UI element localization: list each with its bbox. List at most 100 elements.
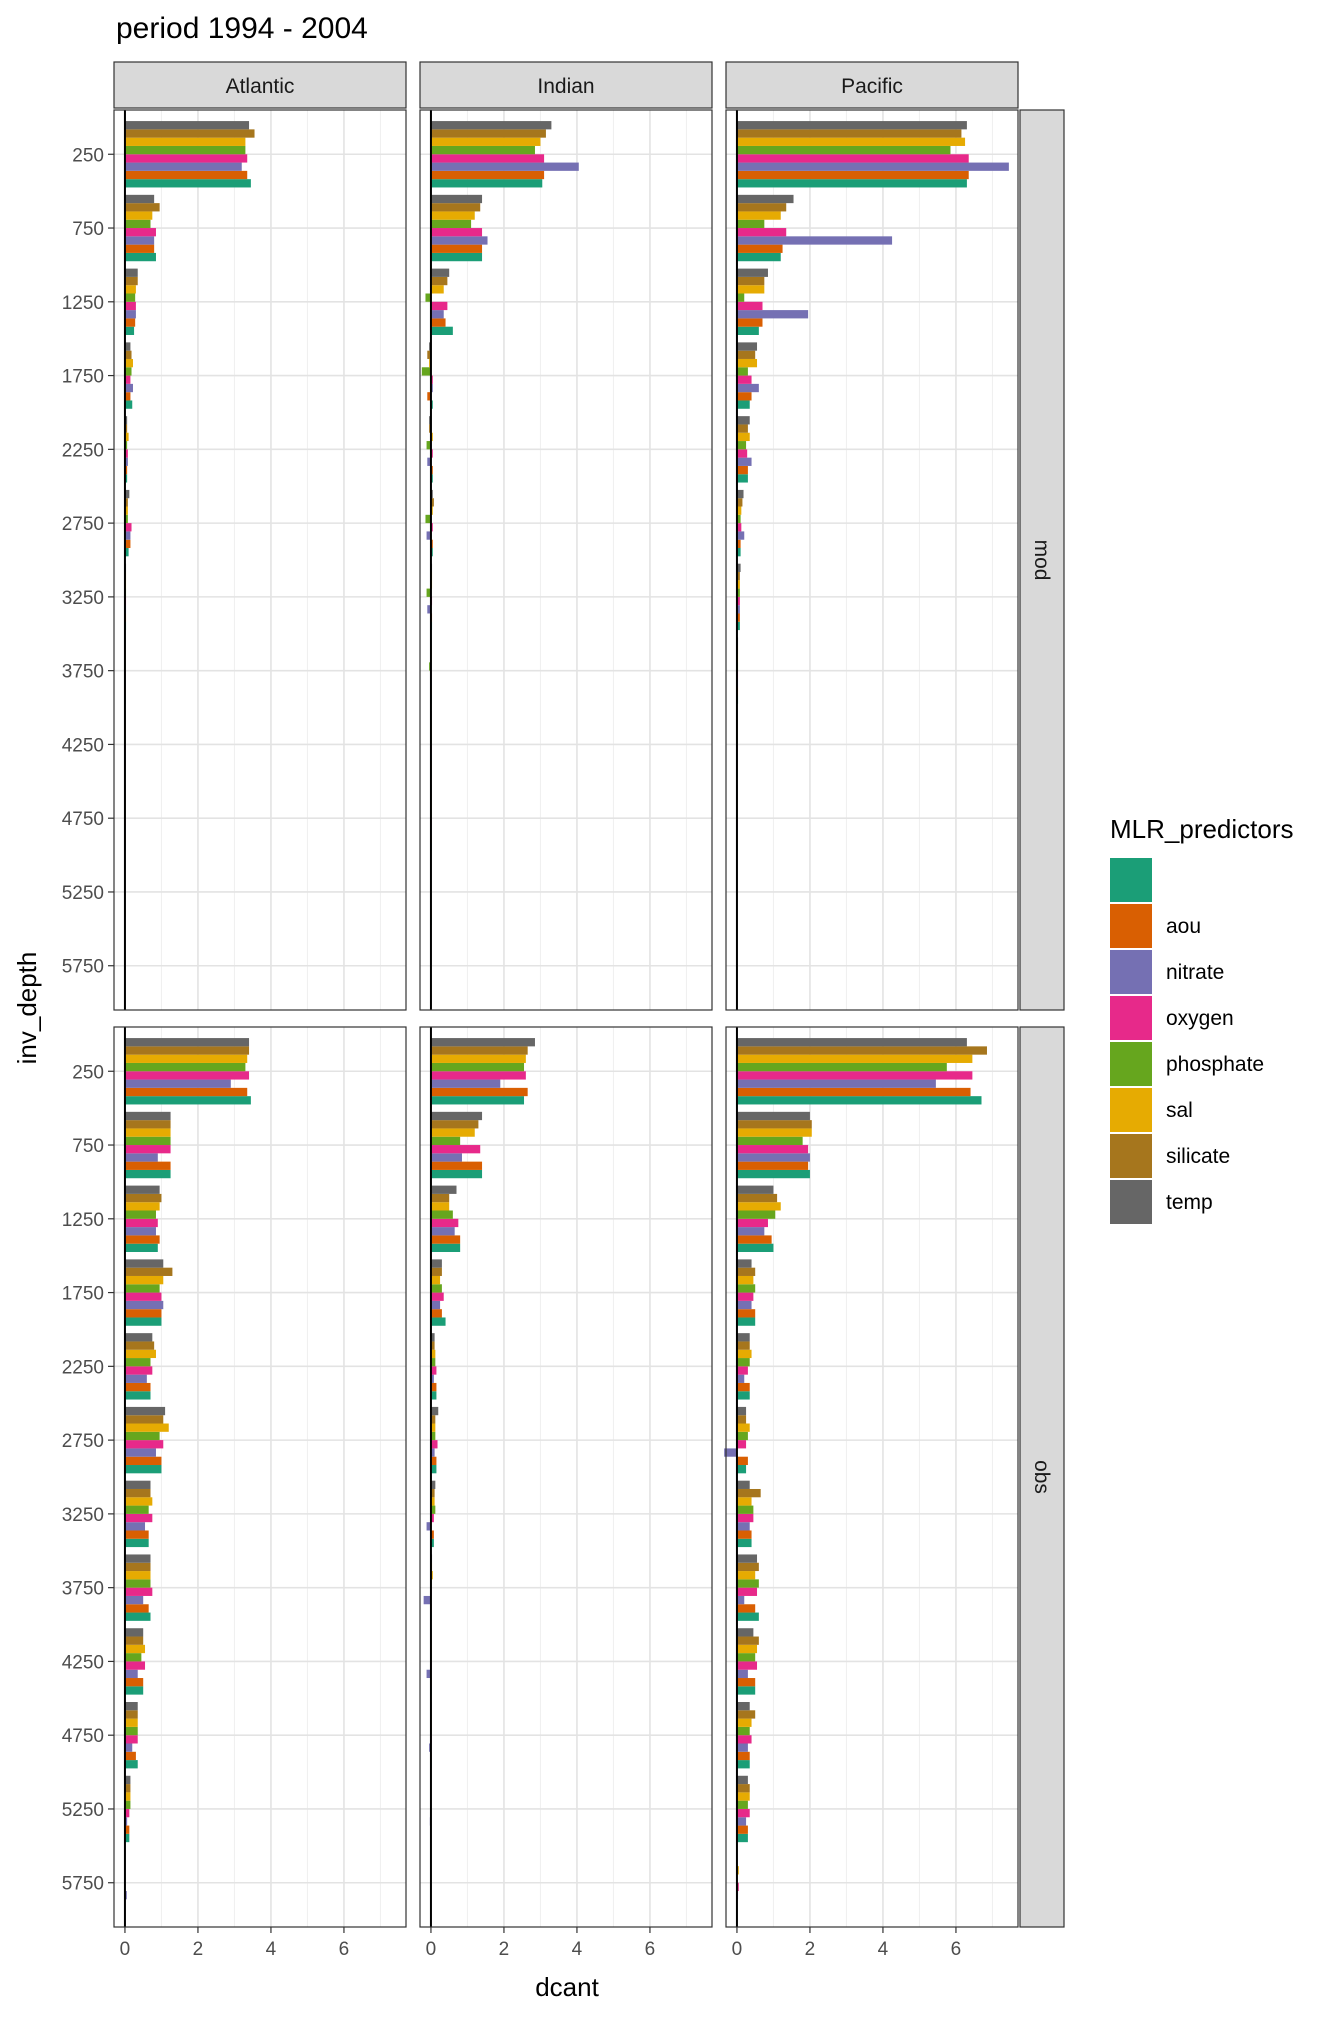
bar-temp: [736, 268, 768, 277]
bar-oxygen: [736, 1440, 747, 1449]
bar-silicate: [124, 1562, 151, 1572]
bar-oxygen: [430, 1292, 444, 1301]
bar-unnamed: [430, 252, 483, 262]
bar-oxygen: [736, 1587, 758, 1596]
bar-sal: [124, 1349, 156, 1359]
bar-phosphate: [425, 293, 431, 302]
bar-nitrate: [427, 605, 431, 614]
bar-sal: [736, 1571, 756, 1580]
bar-silicate: [736, 1415, 747, 1424]
bar-phosphate: [430, 145, 535, 155]
bar-unnamed: [736, 548, 741, 557]
bar-silicate: [124, 1046, 250, 1055]
bar-temp: [736, 1480, 750, 1489]
bar-nitrate: [124, 1817, 128, 1826]
bar-unnamed: [736, 474, 748, 483]
bar-unnamed: [736, 252, 781, 262]
bar-temp: [430, 1038, 535, 1047]
bar-aou: [430, 170, 545, 180]
bar-aou: [430, 1456, 437, 1466]
bar-phosphate: [124, 145, 246, 155]
bar-silicate: [430, 1415, 436, 1424]
bar-temp: [124, 1406, 166, 1416]
bar-unnamed: [124, 326, 135, 335]
bar-temp: [736, 342, 758, 351]
bar-nitrate: [430, 1227, 455, 1236]
bar-silicate: [430, 129, 546, 138]
bar-sal: [736, 1202, 781, 1211]
y-axis-title: inv_depth: [12, 952, 42, 1065]
bar-phosphate: [430, 1505, 436, 1514]
legend-title: MLR_predictors: [1110, 814, 1294, 844]
bar-temp: [430, 1406, 439, 1416]
bar-sal: [124, 1497, 153, 1506]
bar-temp: [736, 1628, 754, 1637]
bar-nitrate: [736, 1153, 810, 1162]
bar-nitrate: [430, 1079, 501, 1088]
bar-nitrate: [736, 457, 752, 466]
bar-aou: [736, 318, 763, 327]
bar-unnamed: [736, 400, 750, 409]
bar-oxygen: [124, 1513, 153, 1523]
bar-nitrate: [736, 162, 1009, 171]
bar-phosphate: [736, 441, 747, 450]
bar-temp: [124, 342, 131, 351]
x-tick-label: 0: [426, 1939, 437, 1960]
bar-unnamed: [124, 1169, 171, 1179]
bar-oxygen: [124, 154, 248, 163]
bar-unnamed: [124, 179, 251, 188]
y-tick-label: 5750: [62, 957, 104, 978]
y-tick-label: 750: [72, 1136, 104, 1157]
bar-phosphate: [736, 1358, 750, 1367]
bar-aou: [124, 1825, 130, 1834]
bar-sal: [736, 1128, 812, 1137]
bar-oxygen: [124, 1661, 146, 1670]
panels-layer: Atlantic Indian Pacific mod obs 250 750 1250 175…: [62, 61, 1065, 1960]
bar-aou: [736, 392, 752, 401]
bar-aou: [124, 1382, 151, 1392]
bar-aou: [736, 1825, 748, 1834]
bar-oxygen: [736, 375, 752, 384]
bar-oxygen: [124, 1145, 171, 1154]
bar-nitrate: [736, 1079, 936, 1088]
bar-aou: [736, 1382, 750, 1392]
bar-phosphate: [124, 1136, 171, 1146]
bar-unnamed: [124, 1538, 149, 1548]
bar-phosphate: [124, 1800, 131, 1809]
bar-silicate: [736, 1120, 812, 1129]
bar-temp: [736, 416, 750, 425]
bar-silicate: [427, 350, 431, 359]
bar-nitrate: [124, 236, 155, 245]
panel-mod-indian: [419, 109, 713, 1011]
bar-unnamed: [124, 548, 129, 557]
bar-unnamed: [430, 1243, 461, 1252]
bar-sal: [736, 358, 758, 368]
bar-aou: [124, 244, 155, 253]
bar-temp: [736, 1554, 758, 1563]
bar-oxygen: [430, 1145, 481, 1154]
bar-phosphate: [430, 1062, 525, 1072]
bar-phosphate: [736, 1210, 776, 1219]
legend-label-sal: sal: [1166, 1099, 1193, 1122]
bar-nitrate: [736, 1522, 750, 1531]
bar-unnamed: [124, 1096, 251, 1105]
bar-silicate: [124, 203, 160, 212]
bar-aou: [430, 1235, 461, 1244]
bar-temp: [124, 121, 250, 130]
bar-unnamed: [736, 1760, 750, 1769]
bar-aou: [124, 1309, 162, 1318]
bar-temp: [430, 194, 483, 204]
y-tick-label: 3250: [62, 588, 104, 609]
bar-silicate: [124, 1636, 144, 1645]
legend-key-nitrate: [1110, 950, 1152, 994]
bar-silicate: [736, 498, 743, 507]
bar-aou: [430, 1530, 434, 1539]
y-tick-label: 1750: [62, 367, 104, 388]
bar-oxygen: [736, 301, 763, 311]
facet-label-pacific: Pacific: [841, 75, 903, 98]
bar-nitrate: [124, 1079, 231, 1088]
bar-temp: [124, 416, 128, 425]
bar-unnamed: [736, 1465, 747, 1474]
bar-phosphate: [736, 1579, 759, 1588]
